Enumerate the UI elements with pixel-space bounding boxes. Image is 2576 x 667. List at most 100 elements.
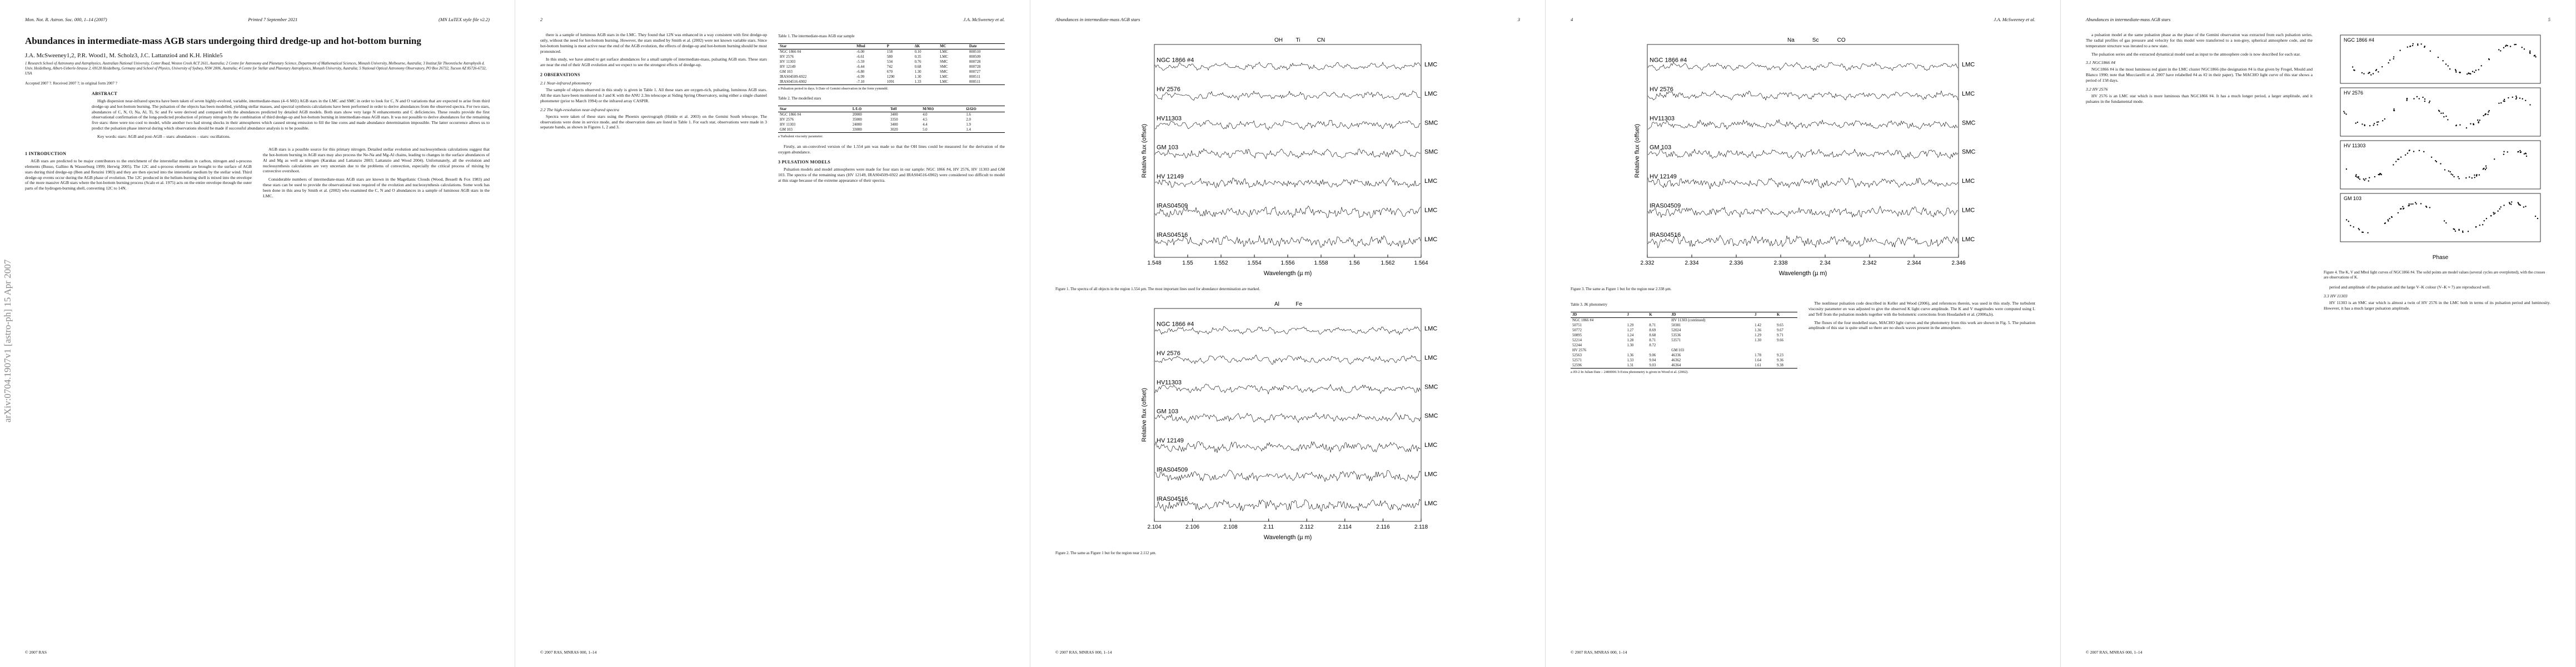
top-area: NGC 1866 #4 LMC HV 2576 LMC HV11303 SMC GM 103… <box>1571 32 2035 296</box>
star-label: IRAS04516 <box>1157 496 1188 502</box>
spectrum-line <box>1154 62 1421 71</box>
spectrum-line <box>1647 62 1959 71</box>
header-printed: Printed 7 September 2021 <box>248 17 298 22</box>
spectrum-figure: NGC 1866 #4 LMC HV 2576 LMC HV11303 SMC GM 103… <box>1634 37 1976 277</box>
lightcurve-point <box>2485 167 2487 169</box>
lightcurve-point <box>2413 98 2415 99</box>
page: Abundances in intermediate-mass AGB star… <box>2061 0 2576 667</box>
lightcurve-point <box>2468 176 2470 178</box>
lightcurve-point <box>2355 174 2357 176</box>
top-area: NGC 1866 #4 LMC HV 2576 LMC HV11303 SMC GM 103… <box>1055 32 1520 560</box>
x-tick-label: 1.562 <box>1381 260 1394 266</box>
column: a pulsation model at the same pulsation … <box>2086 32 2313 639</box>
lightcurve-point <box>2514 44 2515 46</box>
table-row: NGC 1866 #4 -6.00 158 0.10 LMC 000510 <box>778 49 1005 55</box>
table-cell: 50381 <box>1671 323 1681 328</box>
lightcurve-point <box>2345 113 2347 115</box>
lightcurve-point <box>2423 151 2425 153</box>
lightcurve-point <box>2403 207 2405 210</box>
table-cell: 3020 <box>889 127 921 133</box>
region-label: LMC <box>1424 207 1437 214</box>
table-cell: -6.61 <box>856 55 865 59</box>
lightcurve-point <box>2447 65 2449 67</box>
lightcurve-point <box>2444 169 2446 171</box>
star-label: IRAS04516 <box>1650 232 1681 238</box>
panel-frame <box>2340 87 2541 137</box>
lightcurve-point <box>2518 203 2519 205</box>
lightcurve-point <box>2435 160 2437 162</box>
table-cell <box>1647 318 1670 323</box>
lightcurve-point <box>2505 44 2507 46</box>
lightcurve-point <box>2515 95 2517 97</box>
table-note: a Pulsation period in days. b Date of Ge… <box>778 87 889 91</box>
column: Table 3. JK photometry JD J K JD J K NGC 1866 #… <box>1571 301 1797 639</box>
table-cell: 670 <box>886 70 893 74</box>
lightcurve-point <box>2348 221 2349 222</box>
paragraph: Spectra were taken of these stars using … <box>540 113 767 130</box>
lightcurve-point <box>2503 205 2505 206</box>
lightcurve-point <box>2467 231 2469 232</box>
lightcurve-point <box>2534 54 2536 56</box>
lightcurve-point <box>2397 212 2399 214</box>
header-running: J.A. McSweeney et al. <box>1994 17 2035 22</box>
star-label: HV 2576 <box>1157 350 1180 357</box>
plot-frame <box>1647 44 1959 258</box>
spectrum-line <box>1154 120 1421 131</box>
table-cell: 8.68 <box>1649 334 1656 338</box>
column-header: Star <box>778 106 851 113</box>
table-cell: 8.69 <box>1649 328 1656 333</box>
lightcurve-point <box>2484 168 2487 171</box>
table-cell: 8.71 <box>1649 339 1656 343</box>
x-tick-label: 2.108 <box>1224 524 1238 530</box>
lightcurve-point <box>2449 68 2451 70</box>
header-journal: Mon. Not. R. Astron. Soc. 000, 1–14 (200… <box>25 17 107 22</box>
table-cell: 35000 <box>852 118 862 122</box>
lightcurve-point <box>2389 218 2390 220</box>
spectrum-line <box>1647 148 1959 160</box>
lightcurve-point <box>2470 123 2472 125</box>
lightcurve-point <box>2416 96 2418 98</box>
page-footer: © 2007 RAS, MNRAS 000, 1–14 <box>1571 650 1627 655</box>
section-heading: 1 INTRODUCTION <box>25 151 67 156</box>
lightcurve-point <box>2445 222 2447 224</box>
table-cell: 46362 <box>1671 359 1681 363</box>
lightcurve-point <box>2442 60 2444 62</box>
lightcurve-point <box>2442 112 2444 114</box>
table-cell: SMC <box>940 60 948 64</box>
lightcurve-point <box>2376 124 2378 126</box>
lightcurve-point <box>2437 56 2439 58</box>
authors: J.A. McSweeney1,2, P.R. Wood1, M. Scholz… <box>25 52 223 59</box>
table-cell: 1.64 <box>1755 359 1761 363</box>
table-cell <box>1625 318 1647 323</box>
lightcurve-point <box>2370 74 2372 76</box>
table-cell: IRAS04516-6902 <box>778 79 855 86</box>
table-cell: 24000 <box>852 123 862 127</box>
section-heading: ABSTRACT <box>92 91 117 96</box>
figure-caption: Figure 3. The same as Figure 1 but for t… <box>1571 287 1672 291</box>
lightcurve-point <box>2519 204 2521 206</box>
table-row: HV 12149 -6.44 742 0.68 SMC 000728 <box>778 64 1005 69</box>
lightcurve-point <box>2428 102 2430 103</box>
x-tick-label: 2.334 <box>1685 260 1698 266</box>
lightcurve-point <box>2452 174 2454 176</box>
lightcurve-point <box>2418 98 2420 99</box>
table-cell: 50895 <box>1572 334 1582 338</box>
page: 4 J.A. McSweeney et al. NGC 1866 #4 LMC HV 2… <box>1546 0 2061 667</box>
x-tick-label: 1.56 <box>1349 260 1360 266</box>
plot-frame <box>1154 44 1422 258</box>
header-page: 4 <box>1571 17 1573 22</box>
table-head: Star L/L⊙ Teff M/M⊙ Ω/Ω⊙ <box>778 106 1005 113</box>
star-label: HV11303 <box>1650 115 1675 122</box>
table-cell: 1.29 <box>1755 334 1761 338</box>
lightcurve-point <box>2393 164 2394 166</box>
paragraph: Firstly, an un-convolved version of the … <box>778 144 1005 155</box>
lightcurve-point <box>2409 150 2410 151</box>
lightcurve-point <box>2435 161 2438 163</box>
star-label: IRAS04509 <box>1157 467 1188 474</box>
column-header: L/L⊙ <box>850 106 889 113</box>
lightcurve-point <box>2374 176 2376 178</box>
lightcurve-point <box>2397 158 2399 160</box>
lightcurve-point <box>2399 49 2401 51</box>
lightcurve-point <box>2523 153 2525 155</box>
lightcurve-point <box>2443 220 2445 222</box>
